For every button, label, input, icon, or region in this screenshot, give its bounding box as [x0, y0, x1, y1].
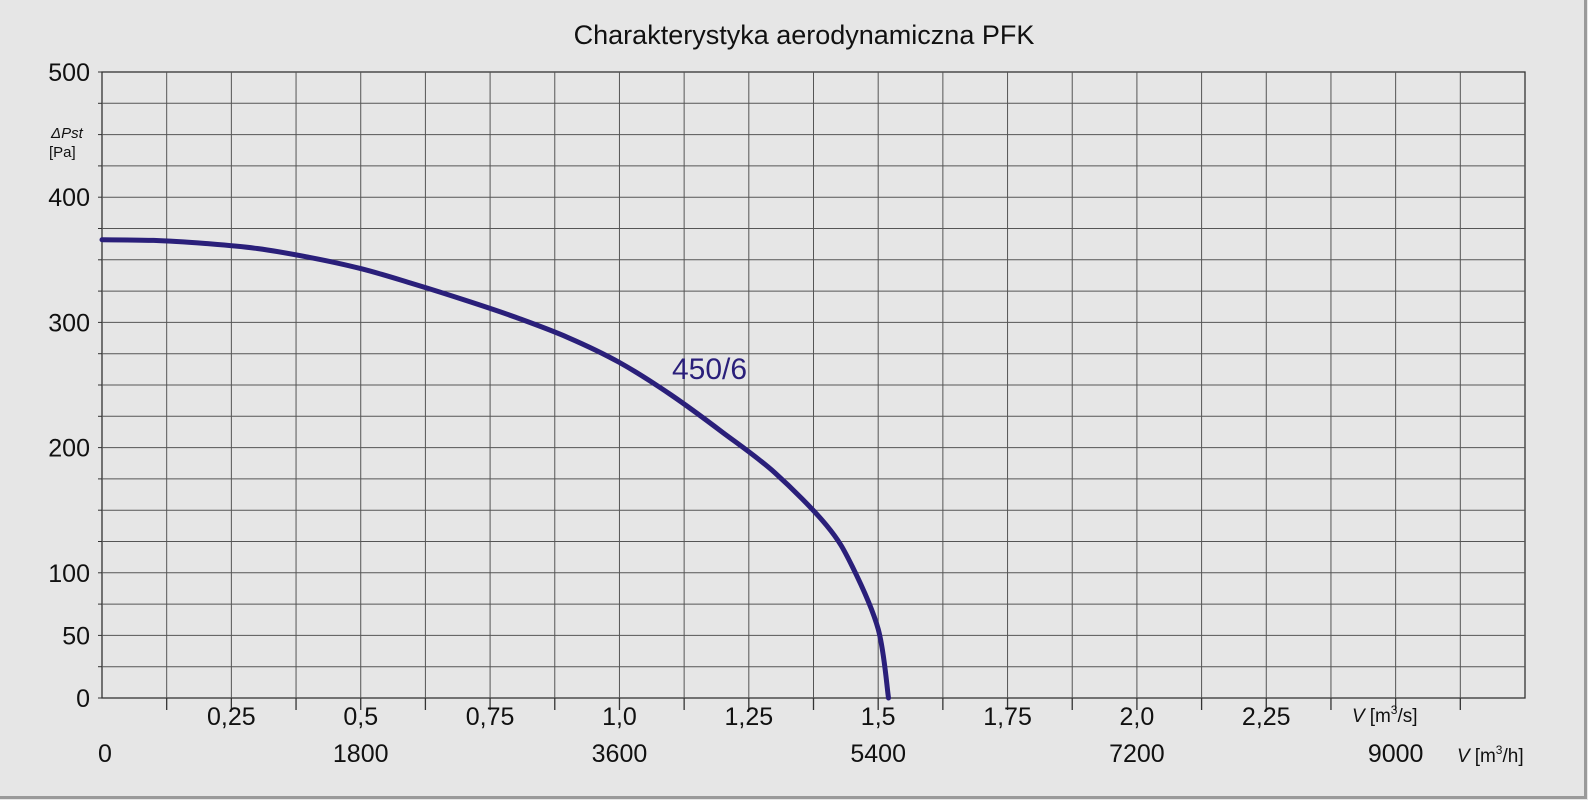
y-tick-label: 100 [48, 560, 90, 588]
y-tick-label: 200 [48, 435, 90, 463]
x-axis-unit-sup-secondary: 3 [1496, 743, 1503, 757]
x-tick-label-primary: 0,75 [466, 703, 515, 731]
x-tick-label-primary: 0,5 [343, 703, 378, 731]
series-layer [99, 237, 891, 701]
x-tick-label-secondary: 1800 [333, 740, 389, 768]
x-tick-label-primary: 1,5 [861, 703, 896, 731]
x-axis-unit-sup: 3 [1391, 703, 1398, 717]
x-tick-label-primary: 0,25 [207, 703, 256, 731]
x-tick-label-primary: 1,0 [602, 703, 637, 731]
y-tick-label: 300 [48, 309, 90, 337]
x-axis-symbol-secondary: V [1457, 746, 1472, 767]
series-label: 450/6 [672, 353, 747, 386]
y-tick-label: 0 [76, 685, 90, 713]
x-axis-unit-prefix: [m [1370, 706, 1391, 727]
x-axis-unit-prefix-secondary: [m [1475, 746, 1496, 767]
x-tick-label-secondary: 5400 [850, 740, 906, 768]
x-axis-label-primary: V [m3/s] [1352, 703, 1418, 727]
x-tick-label-secondary: 9000 [1368, 740, 1424, 768]
chart-title: Charakterystyka aerodynamiczna PFK [574, 20, 1035, 50]
x-tick-label-primary: 2,0 [1120, 703, 1155, 731]
y-tick-label: 500 [48, 59, 90, 87]
x-tick-label-primary: 1,75 [983, 703, 1032, 731]
x-axis-label-secondary: V [m3/h] [1457, 743, 1524, 767]
y-tick-label: 50 [62, 622, 90, 650]
x-tick-label-secondary: 7200 [1109, 740, 1165, 768]
x-tick-label-secondary: 3600 [592, 740, 648, 768]
x-tick-label-secondary: 0 [98, 740, 112, 768]
x-tick-label-primary: 1,25 [724, 703, 773, 731]
y-tick-label: 400 [48, 184, 90, 212]
y-axis-unit: [Pa] [49, 144, 76, 161]
series-line-450-6 [99, 237, 891, 701]
x-tick-label-primary: 2,25 [1242, 703, 1291, 731]
x-axis-symbol: V [1352, 706, 1367, 727]
y-axis-label: ΔPst [50, 125, 84, 142]
x-axis-unit-suffix: /s] [1397, 706, 1417, 727]
grid [98, 71, 1526, 710]
x-axis-unit-suffix-secondary: /h] [1502, 746, 1523, 767]
